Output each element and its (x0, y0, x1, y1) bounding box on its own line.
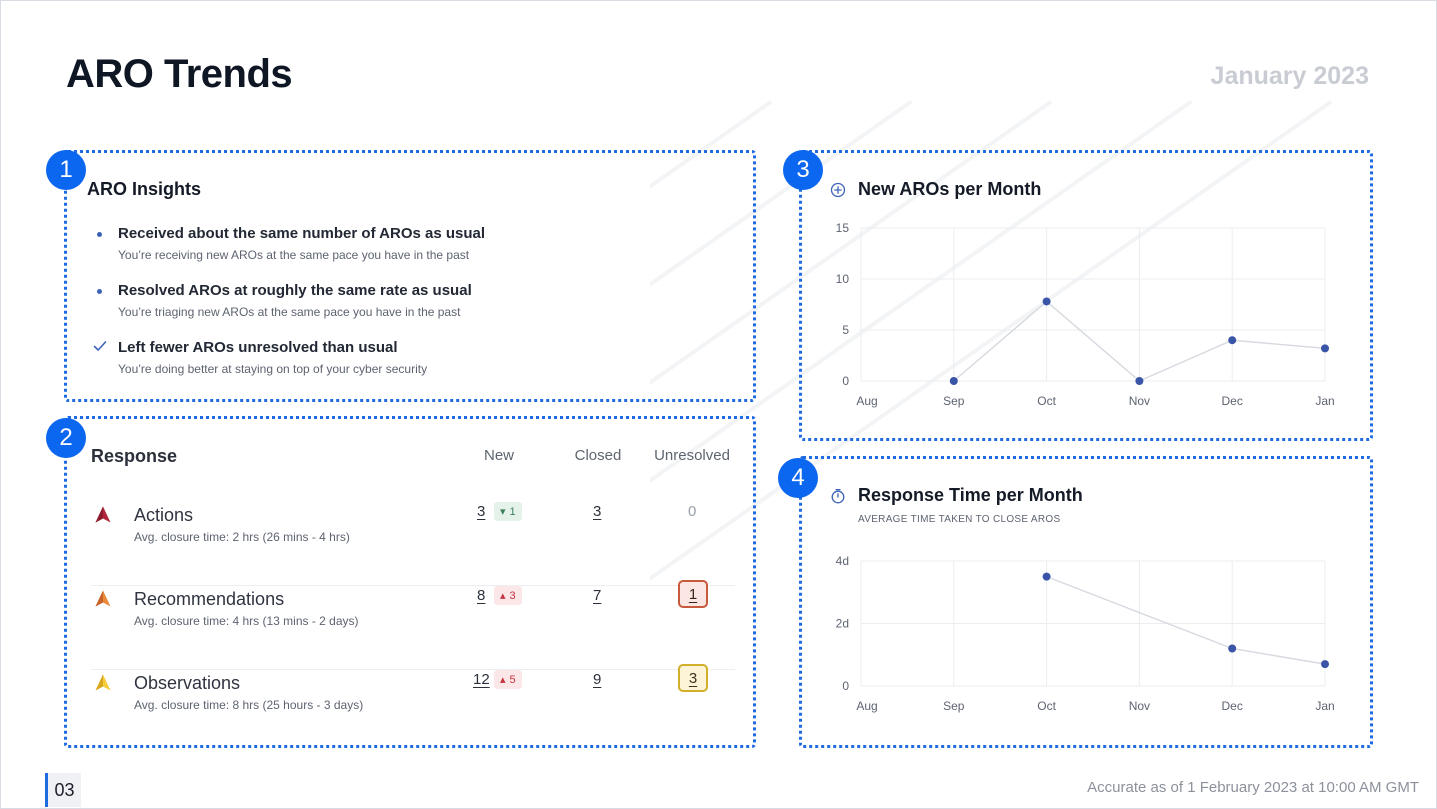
x-tick-label: Aug (856, 699, 877, 713)
y-tick-label: 0 (842, 679, 849, 693)
chart-subtitle: AVERAGE TIME TAKEN TO CLOSE AROS (858, 514, 1061, 525)
new-count[interactable]: 3 (477, 503, 486, 520)
insight-description: You’re triaging new AROs at the same pac… (118, 305, 461, 319)
x-tick-label: Nov (1129, 699, 1150, 713)
data-point[interactable] (1228, 336, 1237, 345)
new-count[interactable]: 8 (477, 587, 486, 604)
new-aros-chart-panel: New AROs per Month 15 10 5 0 Aug Sep Oct Nov Dec… (799, 150, 1373, 441)
row-closure-time: Avg. closure time: 2 hrs (26 mins - 4 hr… (134, 530, 350, 544)
new-delta-badge: ▾ 1 (494, 502, 522, 521)
bullet-icon (97, 232, 102, 237)
arrow-up-icon: ▴ (500, 590, 506, 602)
x-tick-label: Nov (1129, 394, 1150, 408)
chart-grid (860, 560, 1326, 687)
insight-description: You’re receiving new AROs at the same pa… (118, 248, 470, 262)
x-tick-label: Sep (943, 699, 965, 713)
response-panel: Response New Closed Unresolved Actions A… (64, 416, 756, 748)
closed-count[interactable]: 3 (593, 503, 602, 520)
response-time-line-chart: 4d 2d 0 Aug Sep Oct Nov Dec Jan (836, 554, 1335, 713)
unresolved-count[interactable]: 1 (678, 580, 708, 608)
section-badge-2: 2 (46, 418, 86, 458)
x-tick-label: Aug (856, 394, 877, 408)
series-line (1046, 575, 1326, 665)
y-tick-label: 5 (842, 323, 849, 337)
y-tick-label: 0 (842, 374, 849, 388)
row-name: Actions (134, 505, 194, 525)
data-point[interactable] (949, 377, 958, 385)
actions-severity-icon (95, 506, 111, 523)
x-tick-label: Oct (1037, 699, 1056, 713)
y-tick-label: 4d (836, 554, 849, 568)
chart-title: Response Time per Month (858, 485, 1083, 505)
page-title: ARO Trends (66, 52, 293, 96)
unresolved-count: 0 (688, 503, 697, 520)
insight-heading: Resolved AROs at roughly the same rate a… (118, 282, 472, 299)
column-header-new: New (483, 447, 514, 464)
chart-title: New AROs per Month (858, 179, 1042, 199)
x-tick-label: Sep (943, 394, 965, 408)
unresolved-count[interactable]: 3 (678, 664, 708, 692)
y-tick-label: 10 (836, 272, 850, 286)
plus-circle-icon (830, 182, 846, 198)
data-point[interactable] (1321, 344, 1329, 353)
section-badge-4: 4 (778, 458, 818, 498)
data-point[interactable] (1042, 572, 1051, 581)
x-tick-label: Oct (1037, 394, 1056, 408)
arrow-up-icon: ▴ (500, 674, 506, 686)
column-header-closed: Closed (574, 447, 622, 464)
closed-count[interactable]: 7 (593, 587, 602, 604)
insight-heading: Left fewer AROs unresolved than usual (118, 339, 398, 356)
new-count[interactable]: 12 (473, 671, 490, 688)
row-name: Observations (134, 673, 241, 693)
check-icon (93, 341, 107, 351)
x-tick-label: Dec (1222, 699, 1243, 713)
data-point[interactable] (1135, 377, 1144, 385)
column-header-unresolved: Unresolved (654, 447, 730, 464)
x-tick-label: Jan (1315, 699, 1334, 713)
recommendations-severity-icon (95, 590, 111, 607)
accuracy-note: Accurate as of 1 February 2023 at 10:00 … (1087, 779, 1419, 796)
observations-severity-icon (95, 674, 111, 691)
bullet-icon (97, 289, 102, 294)
new-delta-badge: ▴ 3 (494, 586, 522, 605)
page-number: 03 (45, 773, 81, 807)
section-badge-1: 1 (46, 150, 86, 190)
data-point[interactable] (1042, 297, 1051, 306)
new-delta-badge: ▴ 5 (494, 670, 522, 689)
response-title: Response (91, 446, 178, 466)
x-tick-label: Dec (1222, 394, 1243, 408)
response-row-recommendations: Recommendations Avg. closure time: 4 hrs… (91, 580, 735, 670)
y-tick-label: 2d (836, 617, 849, 631)
aro-insights-panel: ARO Insights Received about the same num… (64, 150, 756, 402)
arrow-down-icon: ▾ (500, 506, 506, 518)
y-tick-label: 15 (836, 221, 850, 235)
row-closure-time: Avg. closure time: 8 hrs (25 hours - 3 d… (134, 698, 364, 712)
x-tick-label: Jan (1315, 394, 1334, 408)
data-point[interactable] (1228, 644, 1237, 653)
section-badge-3: 3 (783, 150, 823, 190)
insight-description: You’re doing better at staying on top of… (118, 362, 428, 376)
insight-heading: Received about the same number of AROs a… (118, 225, 486, 242)
row-closure-time: Avg. closure time: 4 hrs (13 mins - 2 da… (134, 614, 359, 628)
response-row-observations: Observations Avg. closure time: 8 hrs (2… (91, 664, 735, 754)
insights-title: ARO Insights (87, 179, 202, 199)
response-time-chart-panel: Response Time per Month AVERAGE TIME TAK… (799, 456, 1373, 748)
chart-grid (860, 227, 1326, 382)
new-aros-line-chart: 15 10 5 0 Aug Sep Oct Nov Dec Jan (836, 221, 1335, 408)
response-row-actions: Actions Avg. closure time: 2 hrs (26 min… (91, 502, 735, 586)
data-point[interactable] (1321, 660, 1329, 669)
stopwatch-icon (831, 488, 845, 504)
report-date: January 2023 (1210, 62, 1369, 90)
row-name: Recommendations (134, 589, 285, 609)
closed-count[interactable]: 9 (593, 671, 602, 688)
